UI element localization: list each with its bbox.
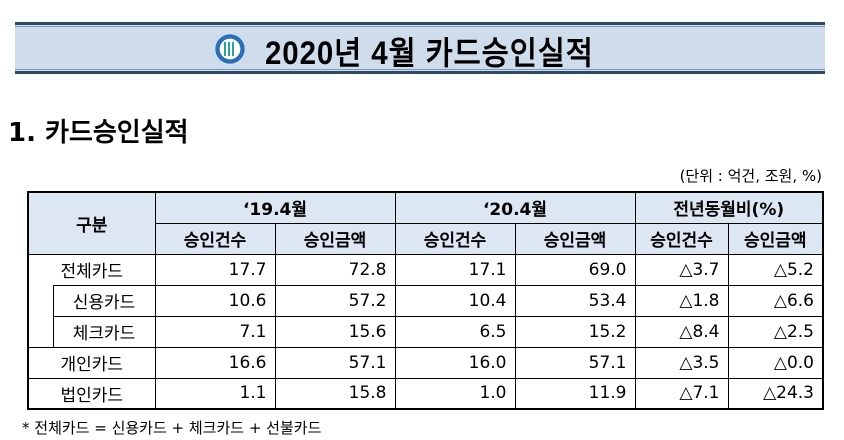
value-cell: △3.5 [634, 346, 729, 379]
value-cell: 17.7 [154, 253, 276, 286]
value-cell: △0.0 [727, 346, 824, 379]
subheader: 승인금액 [274, 222, 396, 255]
value-cell: 17.1 [394, 253, 516, 286]
value-cell: 15.2 [514, 315, 636, 348]
category-header: 구분 [27, 191, 156, 255]
subheader: 승인건수 [634, 222, 729, 255]
subheader: 승인건수 [394, 222, 516, 255]
table-row: 법인카드 1.1 15.8 1.0 11.9 △7.1 △24.3 [27, 377, 824, 410]
value-cell: 1.0 [394, 377, 516, 410]
group-header: ‘20.4월 [394, 191, 636, 224]
row-label: 전체카드 [27, 253, 156, 285]
value-cell: 7.1 [154, 315, 276, 348]
table-row: 신용카드 10.6 57.2 10.4 53.4 △1.8 △6.6 [27, 284, 824, 348]
value-cell: 6.5 [394, 315, 516, 348]
value-cell: △8.4 [634, 315, 729, 348]
value-cell: 53.4 [514, 284, 636, 317]
subheader: 승인건수 [154, 222, 276, 255]
page-title: 2020년 4월 카드승인실적 [265, 35, 594, 71]
emblem-logo-icon [213, 32, 247, 66]
value-cell: △3.7 [634, 253, 729, 286]
table-row: 개인카드 16.6 57.1 16.0 57.1 △3.5 △0.0 [27, 346, 824, 379]
row-label: 신용카드 [52, 284, 156, 317]
row-label: 체크카드 [52, 315, 156, 348]
section-title: 1. 카드승인실적 [8, 118, 189, 148]
value-cell: 1.1 [154, 377, 276, 410]
row-label: 법인카드 [27, 377, 156, 410]
value-cell: 10.6 [154, 284, 276, 317]
value-cell: △2.5 [727, 315, 824, 348]
table-row: 전체카드 17.7 72.8 17.1 69.0 △3.7 △5.2 [27, 253, 824, 286]
value-cell: △5.2 [727, 253, 824, 286]
value-cell: 16.0 [394, 346, 516, 379]
value-cell: 10.4 [394, 284, 516, 317]
value-cell: 16.6 [154, 346, 276, 379]
card-approval-table: 구분 ‘19.4월 ‘20.4월 전년동월비(%) 승인건수 승인금액 승인건수… [27, 191, 824, 410]
unit-label: (단위 : 억건, 조원, %) [679, 167, 822, 185]
value-cell: 57.1 [514, 346, 636, 379]
value-cell: 72.8 [274, 253, 396, 286]
value-cell: △6.6 [727, 284, 824, 317]
value-cell: 57.1 [274, 346, 396, 379]
subheader: 승인금액 [727, 222, 824, 255]
group-header: 전년동월비(%) [634, 191, 824, 224]
subheader: 승인금액 [514, 222, 636, 255]
row-label: 개인카드 [27, 346, 156, 379]
value-cell: 69.0 [514, 253, 636, 286]
indent-cell [27, 285, 54, 348]
group-header: ‘19.4월 [154, 191, 396, 224]
value-cell: 11.9 [514, 377, 636, 410]
value-cell: △1.8 [634, 284, 729, 317]
value-cell: 15.8 [274, 377, 396, 410]
footnote: * 전체카드 = 신용카드 + 체크카드 + 선불카드 [22, 419, 322, 437]
value-cell: △24.3 [727, 377, 824, 410]
title-banner: 2020년 4월 카드승인실적 [15, 22, 825, 74]
value-cell: 57.2 [274, 284, 396, 317]
value-cell: △7.1 [634, 377, 729, 410]
table-row: 체크카드 7.1 15.6 6.5 15.2 △8.4 △2.5 [28, 315, 824, 348]
value-cell: 15.6 [274, 315, 396, 348]
